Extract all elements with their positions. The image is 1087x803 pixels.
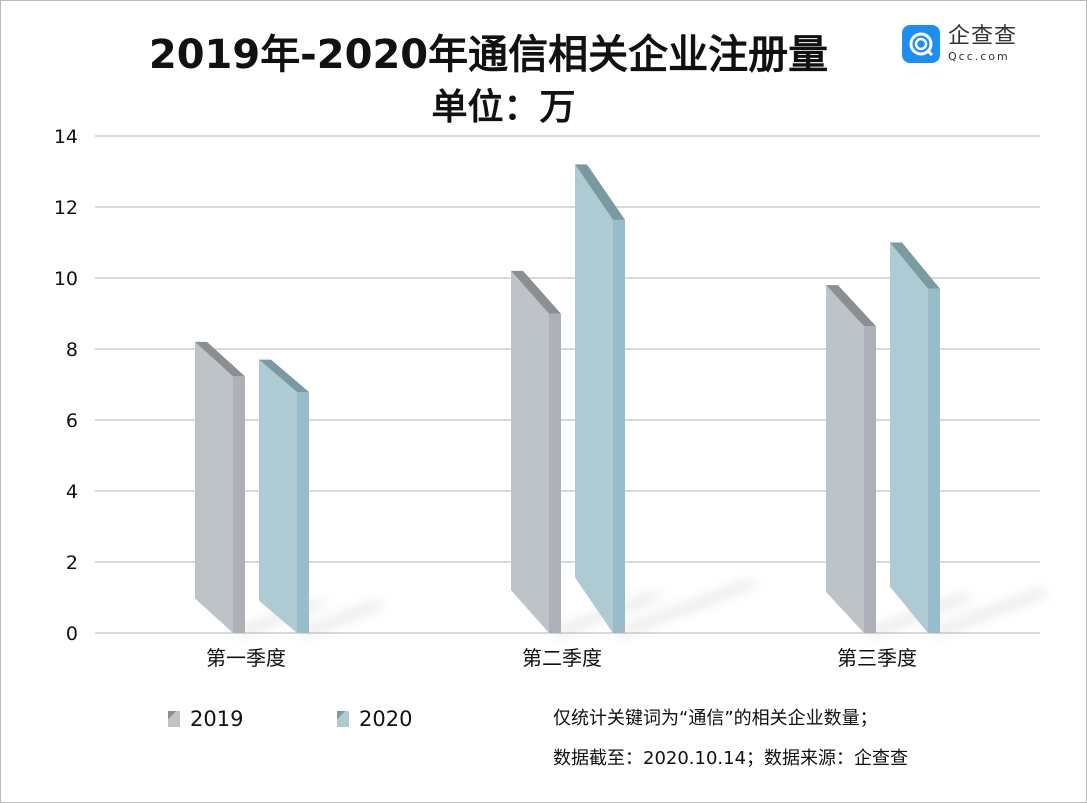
bar-side-2019-3	[864, 326, 876, 633]
bar-side-2020-1	[297, 391, 309, 633]
bar-top-2019-1	[195, 341, 245, 377]
bar-top-2020-2	[575, 164, 625, 220]
bar-2020-3	[890, 242, 928, 633]
chart-title: 2019年-2020年通信相关企业注册量	[148, 32, 829, 78]
qcc-logo: 企查查 Qcc.com	[902, 25, 1017, 63]
bar-shadow	[928, 591, 1051, 633]
bar-2020-1	[259, 359, 297, 633]
bar-top-2019-3	[826, 285, 876, 327]
bar-shadow	[613, 583, 759, 633]
legend-label: 2020	[359, 707, 413, 731]
legend-swatch-2019	[168, 711, 180, 727]
x-tick-label: 第一季度	[206, 646, 286, 670]
legend-swatch-2020	[337, 711, 349, 727]
y-tick-label: 4	[66, 481, 78, 503]
qcc-logo-icon	[902, 25, 940, 63]
legend-label: 2019	[190, 707, 244, 731]
bar-top-2020-1	[259, 359, 309, 392]
bar-side-2019-1	[233, 376, 245, 633]
logo-en-text: Qcc.com	[948, 50, 1010, 63]
note-source: 数据截至：2020.10.14；数据来源：企查查	[553, 748, 909, 769]
bar-2019-1	[195, 341, 233, 633]
y-tick-label: 12	[54, 197, 78, 219]
bar-top-2020-3	[890, 242, 940, 289]
bar-side-2020-3	[928, 288, 940, 633]
bar-side-2020-2	[613, 219, 625, 633]
y-tick-label: 2	[66, 552, 78, 574]
chart-subtitle: 单位：万	[431, 87, 576, 128]
y-tick-label: 6	[66, 410, 78, 432]
x-tick-label: 第三季度	[837, 646, 917, 670]
bar-top-2019-2	[511, 270, 561, 314]
legend-item-2020: 2020	[337, 707, 412, 731]
bar-2019-2	[511, 270, 549, 633]
y-tick-label: 10	[54, 268, 78, 290]
bar-2019-3	[826, 285, 864, 633]
x-tick-label: 第二季度	[522, 646, 602, 670]
y-tick-label: 14	[54, 126, 78, 148]
bar-shadow	[297, 603, 387, 633]
note-scope: 仅统计关键词为“通信”的相关企业数量；	[553, 708, 878, 729]
logo-cn-text: 企查查	[948, 24, 1018, 49]
legend-item-2019: 2019	[168, 707, 243, 731]
y-tick-label: 8	[66, 339, 78, 361]
bar-2020-2	[575, 164, 613, 633]
y-tick-label: 0	[66, 623, 78, 645]
bar-side-2019-2	[549, 313, 561, 633]
